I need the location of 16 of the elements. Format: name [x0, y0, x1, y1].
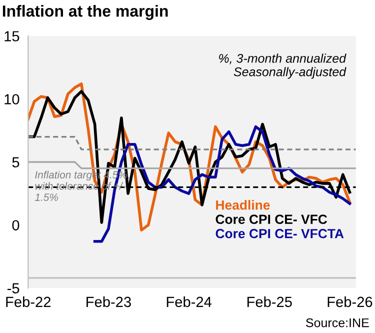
x-tick-label: Feb-25 — [247, 296, 292, 308]
x-tick-label: Feb-24 — [166, 296, 212, 308]
x-tick-label: Feb-23 — [86, 296, 131, 308]
y-tick-label: 15 — [4, 31, 20, 42]
annotation: %, 3-month annualized Seasonally-adjusted — [219, 54, 346, 79]
series-label: Core CPI CE- VFC — [216, 214, 328, 224]
source-note: Source:INE — [306, 318, 369, 328]
y-tick-label: -5 — [7, 283, 20, 294]
y-tick-label: 0 — [12, 220, 20, 230]
y-tick-label: 10 — [4, 94, 20, 104]
y-tick-label: 5 — [12, 157, 20, 168]
x-tick-label: Feb-22 — [6, 296, 50, 308]
x-tick-label: Feb-26 — [328, 296, 372, 308]
series-label: Headline — [216, 200, 270, 210]
chart-title: Inflation at the margin — [2, 4, 168, 20]
series-label: Core CPI CE- VFCTA — [216, 228, 344, 238]
